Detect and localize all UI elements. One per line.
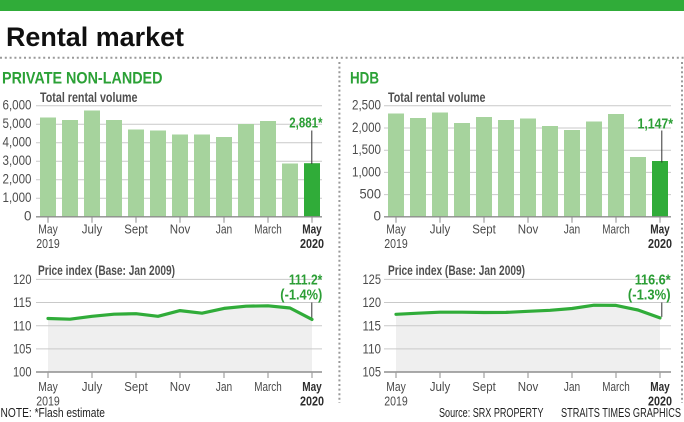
svg-text:2,000: 2,000 [352,119,381,135]
svg-text:July: July [430,379,451,394]
svg-text:0: 0 [374,208,382,224]
svg-text:110: 110 [13,317,32,333]
svg-text:6,000: 6,000 [3,97,32,113]
svg-text:May: May [302,379,322,394]
svg-text:2020: 2020 [300,393,324,408]
svg-text:May: May [38,379,58,394]
svg-text:Jan: Jan [564,222,581,237]
svg-text:May: May [38,222,58,237]
svg-text:1,147*: 1,147* [638,116,674,132]
svg-text:2020: 2020 [300,236,324,251]
svg-text:3,000: 3,000 [3,152,32,168]
svg-text:Sept: Sept [124,379,148,394]
svg-text:May: May [302,222,322,237]
svg-text:110: 110 [363,341,382,357]
svg-text:Nov: Nov [518,379,539,394]
svg-text:March: March [602,379,630,394]
svg-text:Nov: Nov [170,379,191,394]
svg-text:Source: SRX PROPERTY: Source: SRX PROPERTY [439,406,544,420]
svg-text:500: 500 [360,186,382,202]
svg-text:Total rental volume: Total rental volume [388,89,486,105]
svg-text:HDB: HDB [350,69,379,88]
svg-text:May: May [386,222,406,237]
svg-text:July: July [82,379,103,394]
svg-text:105: 105 [13,341,32,357]
svg-text:2020: 2020 [648,393,672,408]
svg-text:May: May [650,222,670,237]
svg-text:2019: 2019 [384,236,408,251]
svg-text:1,000: 1,000 [352,163,381,179]
svg-text:July: July [430,222,451,237]
svg-text:(-1.3%): (-1.3%) [628,288,671,304]
svg-text:4,000: 4,000 [3,134,32,150]
svg-text:2019: 2019 [384,393,408,408]
svg-text:120: 120 [363,294,382,310]
svg-text:1,500: 1,500 [352,141,381,157]
svg-text:March: March [254,222,282,237]
svg-text:111.2*: 111.2* [289,273,323,289]
svg-text:116.6*: 116.6* [635,273,671,289]
svg-text:Price index (Base: Jan 2009): Price index (Base: Jan 2009) [388,262,525,278]
svg-text:2020: 2020 [648,236,672,251]
svg-text:Jan: Jan [564,379,581,394]
svg-text:115: 115 [13,294,32,310]
svg-text:Nov: Nov [170,222,191,237]
svg-text:2,881*: 2,881* [289,115,322,131]
svg-text:STRAITS TIMES GRAPHICS: STRAITS TIMES GRAPHICS [561,406,681,420]
svg-text:125: 125 [363,271,382,287]
svg-text:Nov: Nov [518,222,539,237]
svg-text:2019: 2019 [36,393,60,408]
svg-text:1,000: 1,000 [3,189,32,205]
svg-text:Total rental volume: Total rental volume [40,89,138,105]
svg-text:May: May [650,379,670,394]
svg-text:Sept: Sept [472,379,496,394]
svg-text:May: May [386,379,406,394]
svg-text:0: 0 [24,208,32,224]
svg-text:Price index (Base: Jan 2009): Price index (Base: Jan 2009) [38,262,175,278]
svg-text:July: July [82,222,103,237]
svg-text:2,000: 2,000 [3,171,32,187]
svg-text:NOTE: *Flash estimate: NOTE: *Flash estimate [1,406,106,420]
svg-text:PRIVATE NON-LANDED: PRIVATE NON-LANDED [2,69,163,88]
svg-text:120: 120 [13,271,32,287]
svg-text:100: 100 [13,364,32,380]
svg-text:105: 105 [363,364,382,380]
svg-text:March: March [602,222,630,237]
svg-text:2,500: 2,500 [352,97,381,113]
svg-text:Sept: Sept [124,222,148,237]
svg-text:Jan: Jan [216,222,233,237]
svg-text:Sept: Sept [472,222,496,237]
svg-text:Jan: Jan [216,379,233,394]
svg-text:115: 115 [363,317,382,333]
svg-text:5,000: 5,000 [3,115,32,131]
svg-text:Rental market: Rental market [6,22,184,52]
svg-text:(-1.4%): (-1.4%) [280,288,322,304]
svg-text:2019: 2019 [36,236,60,251]
svg-text:March: March [254,379,282,394]
